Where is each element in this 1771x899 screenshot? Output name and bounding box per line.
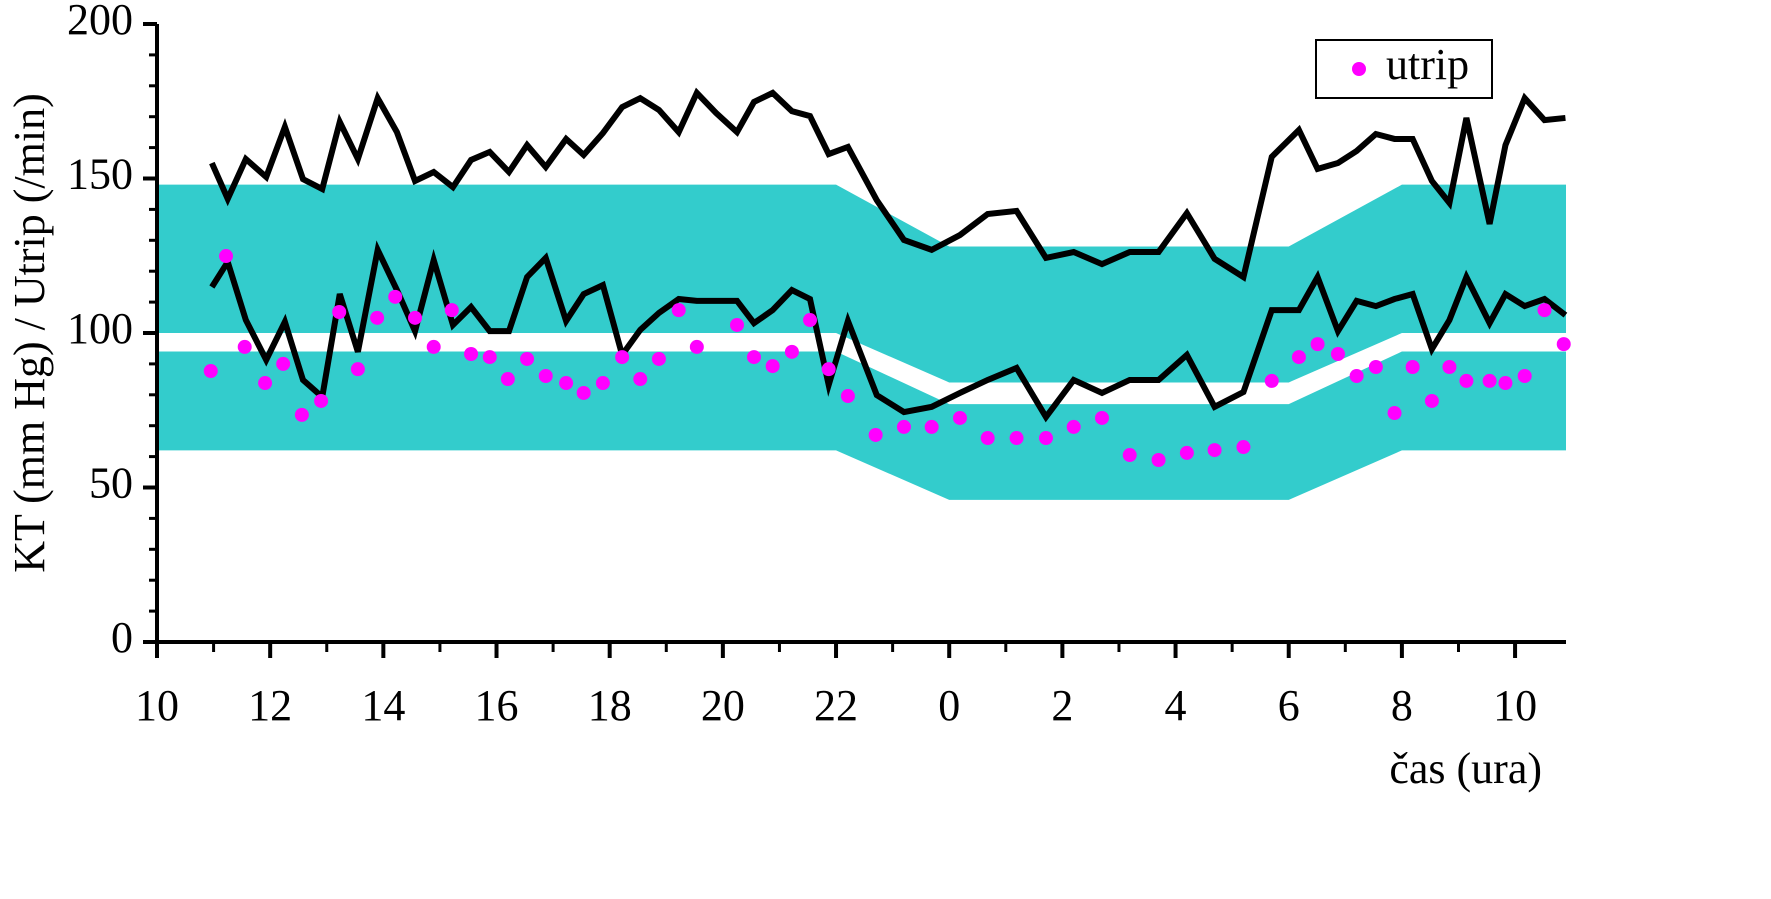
pulse-point [746,350,761,365]
pulse-point [219,249,234,264]
y-tick-label: 50 [89,459,133,508]
pulse-point [538,368,553,383]
pulse-point [671,303,686,318]
pulse-point [1349,368,1364,383]
pulse-point [689,339,704,354]
pulse-point [258,376,273,391]
x-tick-label: 6 [1278,681,1300,730]
pulse-point [1387,406,1402,421]
line-series [209,87,1566,282]
pulse-point [388,289,403,304]
y-axis-label: KT (mm Hg) / Utrip (/min) [5,93,54,572]
pulse-point [350,362,365,377]
pulse-point [237,339,252,354]
pulse-point [576,385,591,400]
pulse-point [633,372,648,387]
pulse-point [1236,440,1251,455]
pulse-point [294,407,309,422]
pulse-point [1066,419,1081,434]
pulse-point [1310,337,1325,352]
pulse-point [559,376,574,391]
pulse-point [730,317,745,332]
pulse-point [765,359,780,374]
pulse-point [1151,452,1166,467]
range-band [157,351,1566,500]
pulse-point [203,364,218,379]
pulse-point [1207,443,1222,458]
legend-label: utrip [1386,40,1469,89]
pulse-point [1459,373,1474,388]
pulse-point [1368,359,1383,374]
x-tick-label: 16 [475,681,519,730]
y-tick-label: 100 [67,304,133,353]
x-tick-label: 8 [1391,681,1413,730]
pulse-point [482,350,497,365]
pulse-point [500,372,515,387]
pulse-point [952,410,967,425]
x-tick-label: 4 [1165,681,1187,730]
pulse-point [1517,368,1532,383]
pulse-point [1424,393,1439,408]
pulse-point [408,310,423,325]
x-tick-label: 20 [701,681,745,730]
pulse-point [595,376,610,391]
pulse-point [1498,376,1513,391]
legend-box [1315,39,1493,99]
pulse-point [1009,431,1024,446]
pulse-point [1405,359,1420,374]
pulse-point [924,419,939,434]
x-tick-label: 10 [1493,681,1537,730]
x-axis-label: čas (ura) [1389,744,1542,793]
pulse-point [1556,337,1571,352]
pulse-point [980,431,995,446]
pulse-point [868,427,883,442]
pulse-point [314,393,329,408]
pulse-point [651,351,666,366]
x-tick-label: 14 [361,681,405,730]
x-tick-label: 18 [588,681,632,730]
x-tick-label: 22 [814,681,858,730]
pulse-point [840,389,855,404]
pulse-point [1038,431,1053,446]
pulse-point [1330,347,1345,362]
pulse-point [1291,350,1306,365]
pulse-point [464,347,479,362]
pulse-point [332,304,347,319]
pulse-point [370,310,385,325]
pulse-point [520,351,535,366]
pulse-point [803,313,818,328]
pulse-point [1537,303,1552,318]
pulse-point [444,303,459,318]
x-tick-label: 0 [938,681,960,730]
pulse-point [1179,445,1194,460]
pulse-point [1264,373,1279,388]
pulse-point [1122,448,1137,463]
x-tick-label: 2 [1051,681,1073,730]
pulse-point [1482,373,1497,388]
pulse-point [821,362,836,377]
pulse-point [1442,359,1457,374]
x-tick-label: 12 [248,681,292,730]
pulse-point [276,356,291,371]
legend-marker [1352,62,1366,76]
pulse-point [426,339,441,354]
pulse-point [615,350,630,365]
pulse-point [1094,410,1109,425]
x-tick-label: 10 [135,681,179,730]
y-tick-label: 200 [67,0,133,44]
pulse-point [784,344,799,359]
y-tick-label: 0 [111,613,133,662]
y-tick-label: 150 [67,150,133,199]
pulse-point [896,419,911,434]
